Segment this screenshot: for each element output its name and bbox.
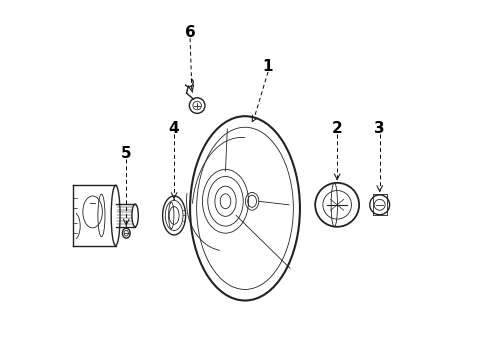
- Text: 6: 6: [185, 26, 196, 40]
- Text: 5: 5: [121, 146, 132, 161]
- Text: 4: 4: [169, 121, 179, 136]
- Text: 2: 2: [332, 121, 343, 136]
- Text: 3: 3: [374, 121, 385, 136]
- Text: 1: 1: [263, 59, 273, 74]
